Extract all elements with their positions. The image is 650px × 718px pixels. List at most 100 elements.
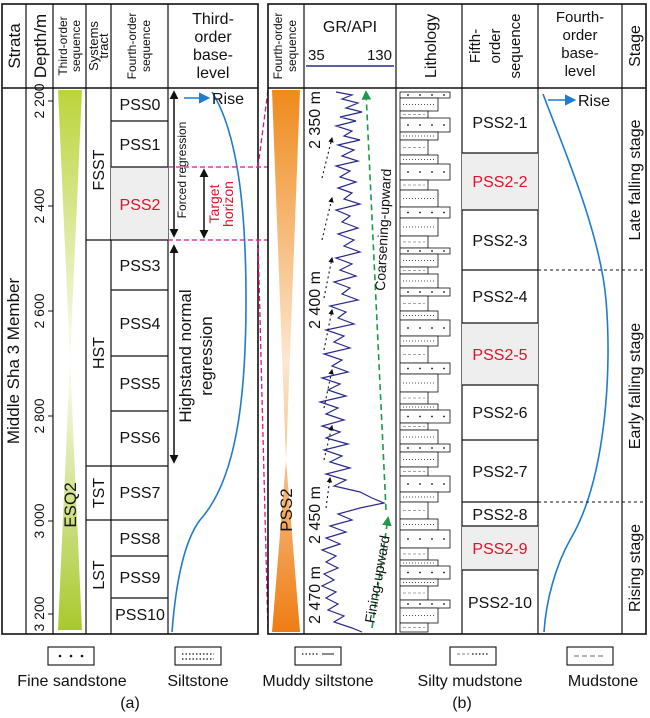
fifth-order-pss2-6: PSS2-6: [472, 405, 527, 422]
header-systems-tract-1: Systems: [86, 21, 101, 71]
lithology-dot: [419, 603, 421, 605]
header-strata: Strata: [5, 23, 24, 69]
lithology-dot: [431, 483, 433, 485]
lithology-dot: [419, 571, 421, 574]
lithology-dot: [443, 415, 445, 418]
gr-depth-2350: 2 350 m: [307, 91, 324, 149]
gr-depth-2470: 2 470 m: [307, 566, 324, 624]
b-header-fifth-order-2: order: [487, 28, 504, 63]
lithology-dot: [407, 250, 409, 252]
header-base-level-4: level: [197, 65, 230, 82]
legend-mudstone: Mudstone: [568, 673, 638, 690]
b-header-fifth-order-3: sequence: [507, 13, 524, 78]
legend-silty-mudstone-swatch: [449, 646, 497, 666]
target-horizon-label-2: horizon: [220, 181, 236, 227]
lithology-dot: [443, 571, 445, 574]
lithology-dot: [431, 211, 433, 214]
fourth-order-base-level-curve: [542, 93, 609, 633]
lithology-dot: [407, 538, 409, 540]
gr-header: GR/API: [323, 19, 377, 36]
b-header-base-level-2: order: [562, 27, 597, 44]
lithology-dot: [419, 250, 421, 252]
lithology-dot: [431, 415, 433, 418]
strata-label: Middle Sha 3 Member: [4, 278, 23, 445]
legend: Fine sandstone Siltstone Muddy siltstone…: [17, 646, 638, 690]
stage-early-falling: Early falling stage: [627, 323, 644, 449]
lithology-dot: [431, 571, 433, 574]
depth-tick-2200: 2 200: [31, 83, 47, 118]
lithology-dot: [407, 603, 409, 605]
lithology-dot: [419, 367, 421, 370]
fifth-order-pss2-9: PSS2-9: [472, 541, 527, 558]
fifth-order-pss2-5: PSS2-5: [472, 347, 527, 364]
lithology-dot: [431, 603, 433, 605]
lithology-dot: [431, 124, 433, 126]
highstand-label-2: regression: [197, 316, 216, 395]
third-order-sequence-label: ESQ2: [61, 482, 80, 527]
fifth-order-pss2-1: PSS2-1: [472, 115, 527, 132]
fourth-order-sequence-bar: [272, 90, 300, 632]
lithology-dot: [407, 483, 409, 485]
fourth-order-pss8: PSS8: [120, 531, 161, 548]
caption-b: (b): [452, 695, 472, 712]
lithology-dot: [419, 291, 421, 293]
stage-rising: Rising stage: [627, 524, 644, 612]
fifth-order-pss2-2: PSS2-2: [472, 174, 527, 191]
legend-fine-sandstone: Fine sandstone: [17, 673, 127, 690]
lithology-dot: [419, 124, 421, 126]
coarsening-arrow: [361, 90, 387, 511]
lithology-dot: [407, 171, 409, 173]
lithology-dot: [431, 291, 433, 293]
fourth-order-pss0: PSS0: [120, 97, 161, 114]
header-third-order-seq-1: Third-order: [56, 16, 70, 75]
fifth-order-pss2-4: PSS2-4: [472, 289, 527, 306]
lithology-dot: [431, 94, 433, 96]
lithology-dot: [407, 211, 409, 214]
fourth-order-pss7: PSS7: [120, 485, 161, 502]
rise-label-b: Rise: [578, 93, 610, 110]
legend-fine-sandstone-swatch: [47, 646, 95, 666]
fifth-order-pss2-10: PSS2-10: [468, 595, 532, 612]
lithology-dot: [443, 538, 445, 540]
fourth-order-pss6: PSS6: [120, 430, 161, 447]
lithology-dot: [443, 171, 445, 173]
fourth-order-pss2: PSS2: [120, 197, 161, 214]
lithology-dot: [419, 483, 421, 485]
lithology-dot: [407, 94, 409, 96]
pss2-5-highlight: [462, 323, 538, 385]
rise-label-a: Rise: [212, 91, 244, 108]
lithology-dot: [419, 538, 421, 540]
lithology-dot: [407, 367, 409, 370]
fourth-order-pss9: PSS9: [120, 570, 161, 587]
stage-header: Stage: [627, 25, 644, 67]
depth-axis: 2 200 2 400 2 600 2 800 3 000 3 200: [31, 83, 53, 632]
forced-regression-label: Forced regression: [175, 122, 189, 219]
legend-muddy-siltstone: Muddy siltstone: [262, 673, 373, 690]
gr-depth-2400: 2 400 m: [307, 271, 324, 329]
lithology-dot: [443, 603, 445, 605]
pss2-2-highlight: [462, 153, 538, 210]
depth-tick-3200: 3 200: [31, 596, 47, 631]
header-third-order-seq-2: sequence: [69, 20, 83, 72]
gr-max: 130: [367, 47, 392, 64]
lithology-header: Lithology: [423, 14, 440, 78]
lithology-dot: [443, 94, 445, 96]
lithology-dot: [431, 367, 433, 370]
lithology-dot: [419, 447, 421, 449]
lithology-dot: [431, 538, 433, 540]
lithology-dot: [407, 291, 409, 293]
third-order-base-level-curve: [171, 91, 247, 633]
lithology-dot: [419, 211, 421, 214]
lithology-dot: [443, 327, 445, 329]
lithology-dot: [443, 291, 445, 293]
gr-depth-2450: 2 450 m: [307, 486, 324, 544]
systems-tract-fsst: FSST: [91, 149, 108, 190]
b-header-fourth-order-1: Fourth-order: [271, 13, 285, 80]
systems-tract-tst: TST: [91, 478, 108, 508]
lithology-dot: [431, 327, 433, 329]
target-horizon-label-1: Target: [206, 184, 222, 223]
lithology-dot: [443, 483, 445, 485]
fining-label: Fining-upward: [361, 534, 392, 624]
pss2-highlight: [111, 167, 168, 240]
dotted-arrows: [321, 136, 334, 509]
